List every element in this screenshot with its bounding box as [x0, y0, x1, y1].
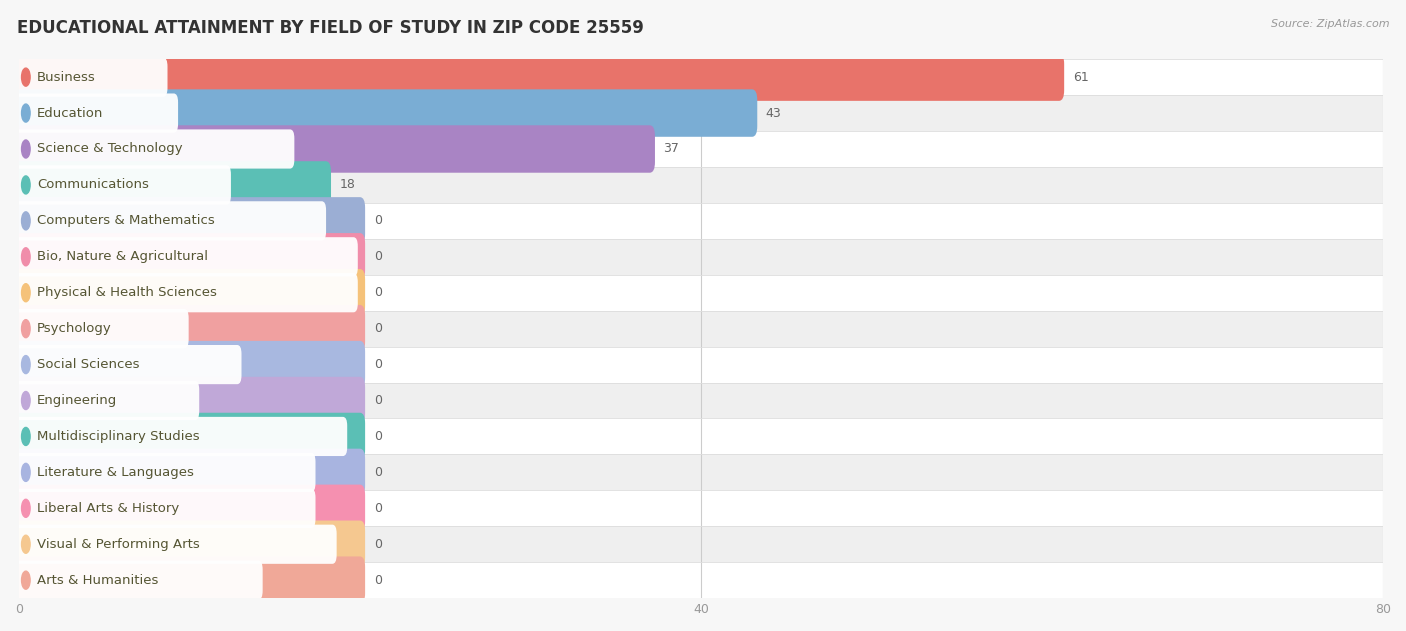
Bar: [20, 382, 1384, 418]
Text: Science & Technology: Science & Technology: [37, 143, 183, 155]
Bar: [20, 490, 1384, 526]
Text: Social Sciences: Social Sciences: [37, 358, 139, 371]
Text: 0: 0: [374, 286, 381, 299]
Text: Engineering: Engineering: [37, 394, 117, 407]
Circle shape: [21, 176, 30, 194]
Bar: [20, 454, 1384, 490]
FancyBboxPatch shape: [14, 57, 167, 97]
FancyBboxPatch shape: [14, 489, 315, 528]
Text: 0: 0: [374, 251, 381, 263]
Circle shape: [21, 499, 30, 517]
Bar: [20, 562, 1384, 598]
FancyBboxPatch shape: [14, 201, 326, 240]
FancyBboxPatch shape: [14, 237, 357, 276]
Circle shape: [21, 535, 30, 553]
Text: Psychology: Psychology: [37, 322, 111, 335]
Bar: [20, 59, 1384, 95]
Circle shape: [21, 320, 30, 338]
FancyBboxPatch shape: [14, 54, 1064, 101]
Text: 0: 0: [374, 215, 381, 227]
Text: Literature & Languages: Literature & Languages: [37, 466, 194, 479]
Circle shape: [21, 571, 30, 589]
Text: 18: 18: [339, 179, 356, 191]
FancyBboxPatch shape: [14, 449, 366, 496]
Text: 0: 0: [374, 466, 381, 479]
FancyBboxPatch shape: [14, 557, 366, 604]
Bar: [20, 131, 1384, 167]
Circle shape: [21, 212, 30, 230]
FancyBboxPatch shape: [14, 345, 242, 384]
Circle shape: [21, 356, 30, 374]
Text: 0: 0: [374, 574, 381, 587]
Text: Source: ZipAtlas.com: Source: ZipAtlas.com: [1271, 19, 1389, 29]
FancyBboxPatch shape: [14, 129, 294, 168]
Text: Multidisciplinary Studies: Multidisciplinary Studies: [37, 430, 200, 443]
Bar: [20, 239, 1384, 274]
FancyBboxPatch shape: [14, 269, 366, 316]
Text: EDUCATIONAL ATTAINMENT BY FIELD OF STUDY IN ZIP CODE 25559: EDUCATIONAL ATTAINMENT BY FIELD OF STUDY…: [17, 19, 644, 37]
Text: 0: 0: [374, 394, 381, 407]
Text: Bio, Nature & Agricultural: Bio, Nature & Agricultural: [37, 251, 208, 263]
FancyBboxPatch shape: [14, 165, 231, 204]
Bar: [20, 274, 1384, 310]
Text: 0: 0: [374, 430, 381, 443]
Bar: [20, 310, 1384, 346]
Text: Computers & Mathematics: Computers & Mathematics: [37, 215, 215, 227]
Text: 43: 43: [766, 107, 782, 119]
Text: Business: Business: [37, 71, 96, 84]
FancyBboxPatch shape: [14, 161, 330, 209]
Text: 0: 0: [374, 538, 381, 551]
FancyBboxPatch shape: [14, 377, 366, 424]
Text: Physical & Health Sciences: Physical & Health Sciences: [37, 286, 217, 299]
FancyBboxPatch shape: [14, 305, 366, 352]
FancyBboxPatch shape: [14, 381, 200, 420]
Circle shape: [21, 140, 30, 158]
Bar: [20, 95, 1384, 131]
Circle shape: [21, 104, 30, 122]
Circle shape: [21, 248, 30, 266]
FancyBboxPatch shape: [14, 90, 758, 137]
FancyBboxPatch shape: [14, 560, 263, 599]
Text: 37: 37: [664, 143, 679, 155]
Bar: [20, 346, 1384, 382]
Bar: [20, 418, 1384, 454]
Text: Visual & Performing Arts: Visual & Performing Arts: [37, 538, 200, 551]
Text: 61: 61: [1073, 71, 1088, 84]
Text: Communications: Communications: [37, 179, 149, 191]
FancyBboxPatch shape: [14, 485, 366, 532]
FancyBboxPatch shape: [14, 524, 336, 564]
Text: Liberal Arts & History: Liberal Arts & History: [37, 502, 179, 515]
Circle shape: [21, 68, 30, 86]
Text: 0: 0: [374, 502, 381, 515]
Bar: [20, 526, 1384, 562]
FancyBboxPatch shape: [14, 309, 188, 348]
Circle shape: [21, 284, 30, 302]
FancyBboxPatch shape: [14, 521, 366, 568]
FancyBboxPatch shape: [14, 273, 357, 312]
FancyBboxPatch shape: [14, 453, 315, 492]
Text: Arts & Humanities: Arts & Humanities: [37, 574, 159, 587]
Circle shape: [21, 463, 30, 481]
Bar: [20, 167, 1384, 203]
Circle shape: [21, 427, 30, 445]
FancyBboxPatch shape: [14, 417, 347, 456]
Text: Education: Education: [37, 107, 103, 119]
Text: 0: 0: [374, 322, 381, 335]
FancyBboxPatch shape: [14, 93, 179, 133]
Circle shape: [21, 391, 30, 410]
Text: 0: 0: [374, 358, 381, 371]
FancyBboxPatch shape: [14, 233, 366, 281]
FancyBboxPatch shape: [14, 413, 366, 460]
FancyBboxPatch shape: [14, 126, 655, 173]
FancyBboxPatch shape: [14, 197, 366, 245]
Bar: [20, 203, 1384, 239]
FancyBboxPatch shape: [14, 341, 366, 388]
